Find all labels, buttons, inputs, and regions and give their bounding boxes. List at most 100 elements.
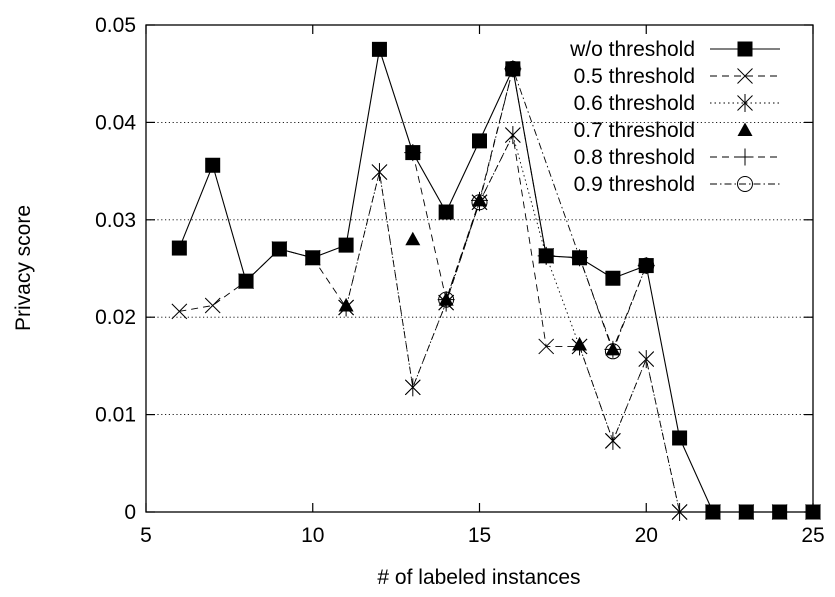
legend-label: 0.5 threshold (574, 65, 695, 88)
data-point-series-0 (271, 241, 287, 257)
data-point-series-0 (605, 270, 621, 286)
marker-square (472, 133, 487, 149)
data-point-series-1 (605, 433, 621, 449)
data-point-series-0 (472, 133, 487, 149)
legend-marker (737, 68, 753, 84)
legend-label: w/o threshold (569, 38, 695, 61)
marker-x-stroke (671, 504, 688, 520)
marker-x-stroke (504, 127, 521, 143)
x-tick-label: 10 (301, 524, 324, 547)
marker-x-stroke (471, 194, 488, 211)
marker-circle (737, 176, 753, 192)
series-line-1 (179, 133, 813, 513)
x-tick-label: 5 (140, 524, 152, 547)
data-point-series-0 (238, 273, 254, 289)
marker-x-stroke (338, 299, 354, 316)
marker-square (737, 41, 753, 57)
data-point-series-1 (404, 379, 421, 396)
marker-x-stroke (371, 164, 388, 180)
marker-square (505, 61, 521, 77)
data-point-series-3 (405, 231, 421, 246)
data-point-series-1 (671, 504, 688, 520)
data-point-series-0 (672, 430, 688, 446)
data-point-series-1 (171, 303, 188, 320)
data-point-series-0 (171, 240, 187, 256)
marker-square (772, 504, 788, 520)
data-point-series-0 (205, 157, 221, 173)
data-point-series-0 (438, 204, 454, 220)
y-axis-label: Privacy score (12, 205, 35, 331)
x-tick-label: 20 (635, 524, 658, 547)
grid-lines (146, 121, 813, 416)
y-tick-label: 0.03 (95, 209, 136, 232)
marker-x-stroke (571, 338, 588, 355)
marker-triangle (737, 122, 753, 136)
data-point-series-0 (305, 250, 321, 266)
marker-square (371, 41, 387, 57)
marker-square (305, 250, 321, 266)
marker-x-stroke (605, 433, 621, 449)
y-tick-label: 0.02 (95, 306, 136, 329)
plot-frame (145, 24, 814, 513)
marker-square (205, 157, 221, 173)
series-lines (171, 41, 821, 521)
data-point-series-0 (738, 504, 754, 520)
data-point-series-0 (638, 258, 654, 274)
legend-marker (737, 41, 753, 57)
marker-square (805, 504, 821, 520)
marker-x-stroke (404, 379, 421, 396)
legend-label: 0.9 threshold (574, 173, 695, 196)
axis-ticks: 0 0.01 0.02 0.03 0.04 0.05 5 10 15 20 25 (95, 14, 825, 547)
data-point-series-0 (572, 250, 588, 266)
marker-square (638, 258, 654, 274)
x-tick-label: 15 (468, 524, 491, 547)
marker-triangle (405, 231, 421, 246)
legend-marker (737, 94, 753, 112)
marker-square (605, 270, 621, 286)
y-tick-label: 0 (124, 501, 136, 524)
marker-square (538, 248, 554, 264)
marker-square (572, 250, 588, 266)
data-point-series-0 (338, 237, 354, 253)
data-point-series-1 (638, 351, 655, 367)
legend-label: 0.6 threshold (574, 92, 695, 115)
legend-marker (736, 148, 754, 166)
data-point-series-1 (338, 299, 354, 316)
data-point-series-0 (505, 61, 521, 77)
marker-x-stroke (204, 297, 221, 314)
data-point-series-0 (805, 504, 821, 520)
series-line-0 (178, 49, 813, 513)
marker-square (738, 504, 754, 520)
data-point-series-1 (371, 164, 388, 180)
marker-square (405, 145, 421, 161)
data-point-series-1 (471, 194, 488, 211)
y-tick-label: 0.04 (95, 111, 136, 134)
data-point-series-1 (571, 338, 588, 355)
marker-square (338, 237, 354, 253)
marker-x-stroke (171, 303, 188, 320)
y-tick-label: 0.01 (95, 404, 136, 427)
marker-square (438, 204, 454, 220)
series-line-2 (345, 133, 681, 513)
marker-x-stroke (737, 68, 753, 84)
marker-x-stroke (438, 294, 455, 311)
data-point-series-0 (538, 248, 554, 264)
data-point-series-1 (438, 294, 455, 311)
data-point-series-1 (504, 127, 521, 143)
data-point-series-1 (538, 338, 555, 355)
y-tick-label: 0.05 (95, 14, 136, 37)
marker-triangle (605, 341, 621, 356)
x-axis-label: # of labeled instances (377, 566, 580, 589)
x-tick-label: 25 (801, 524, 824, 547)
data-point-series-0 (405, 145, 421, 161)
marker-square (705, 504, 721, 520)
legend-marker (737, 122, 753, 136)
legend-label: 0.8 threshold (574, 146, 695, 169)
marker-square (238, 273, 254, 289)
data-point-series-1 (204, 297, 221, 314)
data-point-series-3 (605, 341, 621, 356)
data-point-series-0 (772, 504, 788, 520)
legend: w/o threshold 0.5 threshold 0.6 threshold 0… (569, 38, 780, 196)
marker-x-stroke (538, 338, 555, 355)
